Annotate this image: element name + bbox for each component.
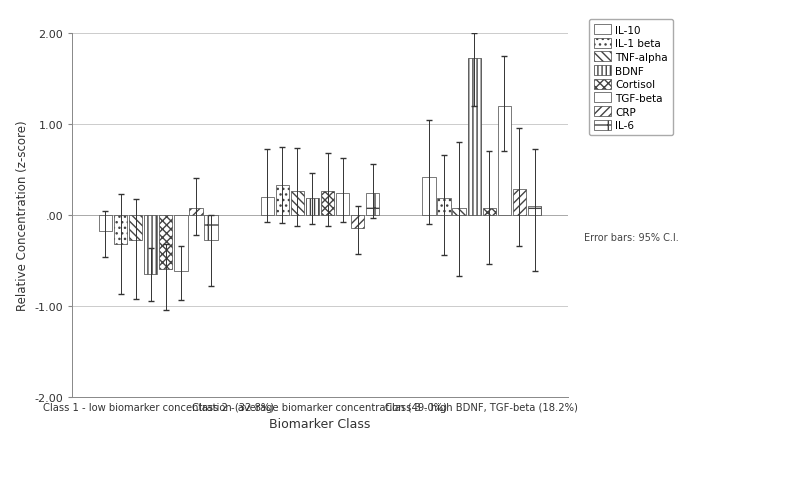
Bar — [513, 190, 526, 215]
Bar — [144, 215, 158, 274]
Bar — [528, 206, 542, 215]
Bar — [467, 60, 481, 215]
Bar — [261, 197, 274, 215]
Bar — [190, 208, 202, 215]
Bar — [306, 199, 319, 215]
Bar — [290, 192, 304, 215]
X-axis label: Biomarker Class: Biomarker Class — [270, 417, 370, 430]
Text: Error bars: 95% C.I.: Error bars: 95% C.I. — [584, 232, 678, 242]
Bar — [205, 215, 218, 241]
Bar — [129, 215, 142, 241]
Bar — [351, 215, 364, 229]
Bar — [422, 177, 435, 215]
Bar — [498, 106, 511, 215]
Bar — [438, 199, 450, 215]
Legend: IL-10, IL-1 beta, TNF-alpha, BDNF, Cortisol, TGF-beta, CRP, IL-6: IL-10, IL-1 beta, TNF-alpha, BDNF, Corti… — [590, 20, 673, 136]
Y-axis label: Relative Concentration (z-score): Relative Concentration (z-score) — [16, 120, 29, 311]
Bar — [321, 192, 334, 215]
Bar — [276, 185, 289, 215]
Bar — [336, 194, 350, 215]
Bar — [366, 194, 379, 215]
Bar — [482, 208, 496, 215]
Bar — [453, 208, 466, 215]
Bar — [114, 215, 127, 244]
Bar — [98, 215, 112, 232]
Bar — [174, 215, 187, 272]
Bar — [159, 215, 173, 270]
